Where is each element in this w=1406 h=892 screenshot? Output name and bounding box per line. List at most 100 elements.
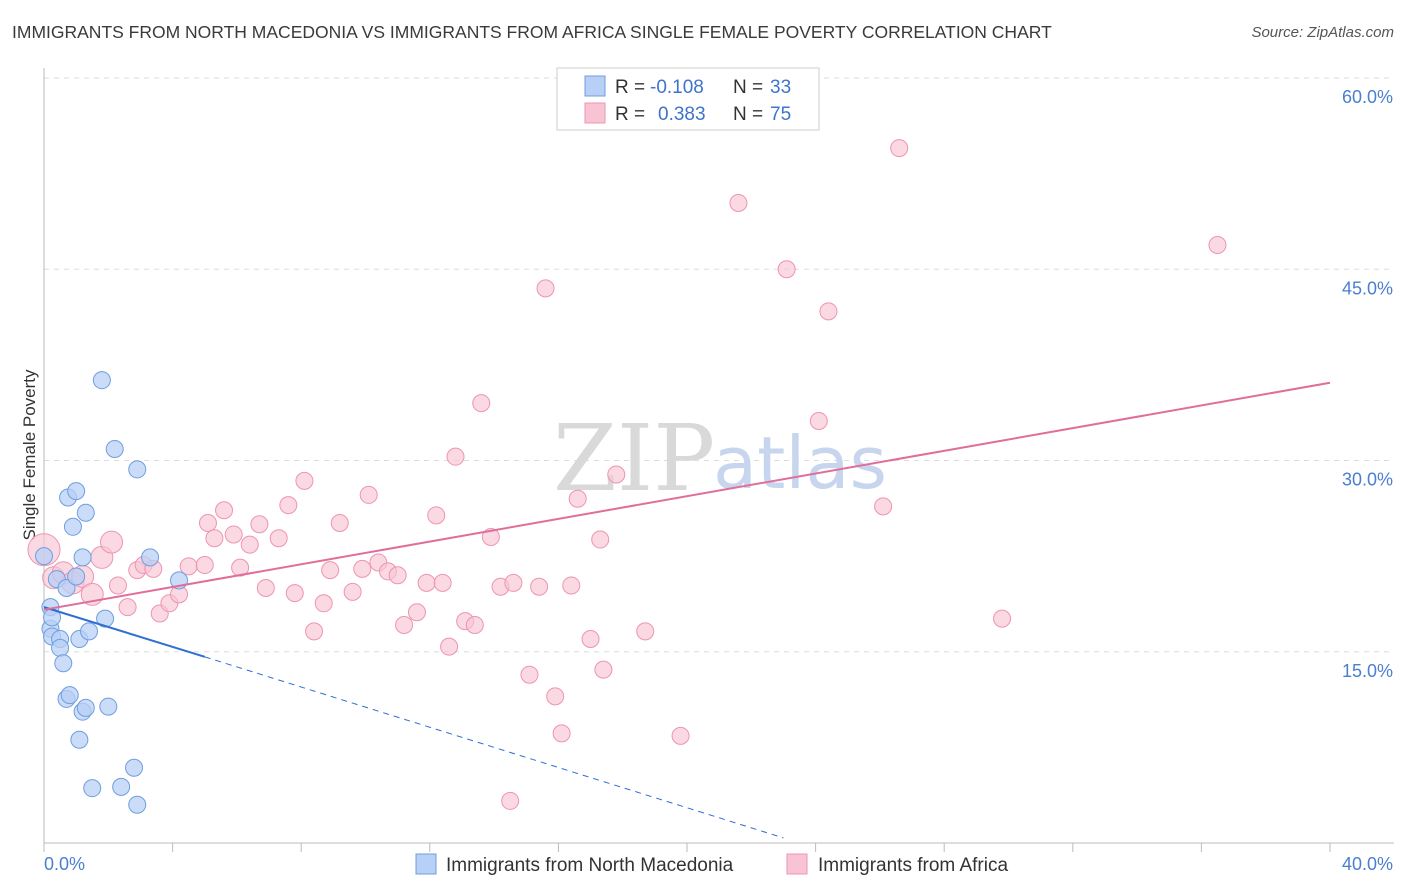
africa-point bbox=[417, 573, 436, 592]
africa-point bbox=[481, 528, 500, 546]
north-macedonia-point bbox=[99, 697, 118, 716]
legend-r-label-1: R = bbox=[615, 77, 645, 98]
x-tick-label-max: 40.0% bbox=[1342, 854, 1393, 874]
y-tick-label-60: 60.0% bbox=[1342, 87, 1393, 107]
y-axis-label: Single Female Poverty bbox=[20, 369, 39, 541]
legend-n-label-2: N = bbox=[733, 104, 763, 125]
trend-line-north-macedonia bbox=[43, 606, 206, 658]
north-macedonia-point bbox=[76, 503, 95, 522]
chart-title: IMMIGRANTS FROM NORTH MACEDONIA VS IMMIG… bbox=[12, 22, 1052, 42]
africa-point bbox=[256, 579, 275, 597]
africa-point bbox=[314, 594, 333, 613]
north-macedonia-point bbox=[96, 609, 115, 628]
bottom-legend-swatch-blue bbox=[415, 853, 437, 875]
africa-point bbox=[343, 582, 362, 601]
stats-legend: R = -0.108 N = 33 R = 0.383 N = 75 bbox=[556, 67, 820, 131]
watermark: ZIP atlas bbox=[553, 405, 887, 512]
bottom-legend-swatch-pink bbox=[786, 853, 808, 875]
africa-point bbox=[607, 465, 626, 484]
legend-r-value-1: -0.108 bbox=[650, 77, 704, 98]
x-ticks bbox=[43, 843, 1331, 852]
legend-r-label-2: R = bbox=[615, 104, 645, 125]
north-macedonia-point bbox=[125, 758, 144, 777]
north-macedonia-point bbox=[63, 517, 82, 536]
africa-point bbox=[440, 637, 459, 656]
north-macedonia-point bbox=[141, 548, 160, 567]
africa-point bbox=[581, 630, 600, 648]
watermark-atlas: atlas bbox=[713, 421, 887, 505]
africa-point bbox=[330, 513, 349, 532]
africa-point bbox=[472, 394, 491, 413]
legend-r-value-2: 0.383 bbox=[658, 104, 706, 125]
africa-point bbox=[562, 576, 581, 595]
legend-swatch-blue bbox=[584, 75, 606, 97]
north-macedonia-point bbox=[73, 548, 92, 567]
africa-point bbox=[819, 302, 838, 321]
africa-point bbox=[407, 603, 426, 622]
africa-point bbox=[359, 485, 378, 504]
africa-point bbox=[279, 496, 298, 515]
africa-point bbox=[993, 609, 1012, 628]
north-macedonia-point bbox=[92, 371, 111, 390]
africa-point bbox=[100, 530, 124, 554]
africa-point bbox=[890, 139, 909, 158]
africa-point bbox=[269, 529, 288, 548]
north-macedonia-point bbox=[128, 460, 147, 479]
africa-point bbox=[777, 260, 796, 279]
y-tick-labels: 15.0% 30.0% 45.0% 60.0% bbox=[1342, 87, 1393, 681]
africa-point bbox=[353, 559, 372, 578]
africa-point bbox=[198, 513, 217, 532]
y-tick-label-45: 45.0% bbox=[1342, 278, 1393, 298]
legend-n-value-2: 75 bbox=[770, 104, 791, 125]
legend-n-value-1: 33 bbox=[770, 77, 791, 98]
x-tick-label-min: 0.0% bbox=[44, 854, 85, 874]
north-macedonia-point bbox=[51, 638, 70, 657]
africa-point bbox=[671, 726, 690, 745]
africa-point bbox=[729, 193, 748, 212]
africa-point bbox=[591, 530, 610, 549]
legend-n-label-1: N = bbox=[733, 77, 763, 98]
africa-point bbox=[520, 665, 539, 684]
africa-point bbox=[388, 566, 407, 585]
legend-swatch-pink bbox=[584, 102, 606, 124]
gridlines bbox=[44, 77, 1394, 653]
north-macedonia-point bbox=[67, 567, 86, 586]
series-north-macedonia-points bbox=[35, 371, 189, 814]
africa-point bbox=[552, 724, 571, 743]
africa-point bbox=[530, 577, 549, 596]
north-macedonia-point bbox=[57, 579, 76, 597]
africa-point bbox=[395, 615, 414, 634]
north-macedonia-point bbox=[128, 795, 147, 814]
africa-point bbox=[874, 497, 893, 516]
africa-point bbox=[295, 471, 314, 490]
africa-point bbox=[501, 791, 520, 810]
africa-point bbox=[1208, 236, 1227, 255]
africa-point bbox=[568, 489, 587, 508]
africa-point bbox=[240, 535, 259, 554]
north-macedonia-point bbox=[80, 622, 99, 641]
africa-point bbox=[446, 447, 465, 466]
africa-point bbox=[250, 515, 269, 534]
africa-point bbox=[536, 279, 555, 298]
africa-point bbox=[465, 615, 484, 634]
africa-point bbox=[195, 556, 214, 575]
north-macedonia-point bbox=[105, 440, 124, 459]
axes bbox=[43, 68, 1394, 844]
africa-point bbox=[636, 622, 655, 641]
bottom-legend-label-2: Immigrants from Africa bbox=[818, 855, 1008, 876]
africa-point bbox=[427, 506, 446, 525]
africa-point bbox=[504, 573, 523, 592]
north-macedonia-point bbox=[70, 730, 89, 749]
africa-point bbox=[231, 558, 250, 577]
africa-point bbox=[433, 573, 452, 592]
africa-point bbox=[108, 576, 127, 595]
africa-point bbox=[321, 561, 340, 580]
africa-point bbox=[205, 529, 224, 548]
north-macedonia-point bbox=[76, 698, 95, 717]
source-label: Source: ZipAtlas.com bbox=[1251, 24, 1394, 41]
trend-line-north-macedonia-extrapolated bbox=[204, 656, 784, 839]
north-macedonia-point bbox=[60, 686, 79, 705]
north-macedonia-point bbox=[54, 654, 73, 673]
north-macedonia-point bbox=[35, 547, 53, 566]
